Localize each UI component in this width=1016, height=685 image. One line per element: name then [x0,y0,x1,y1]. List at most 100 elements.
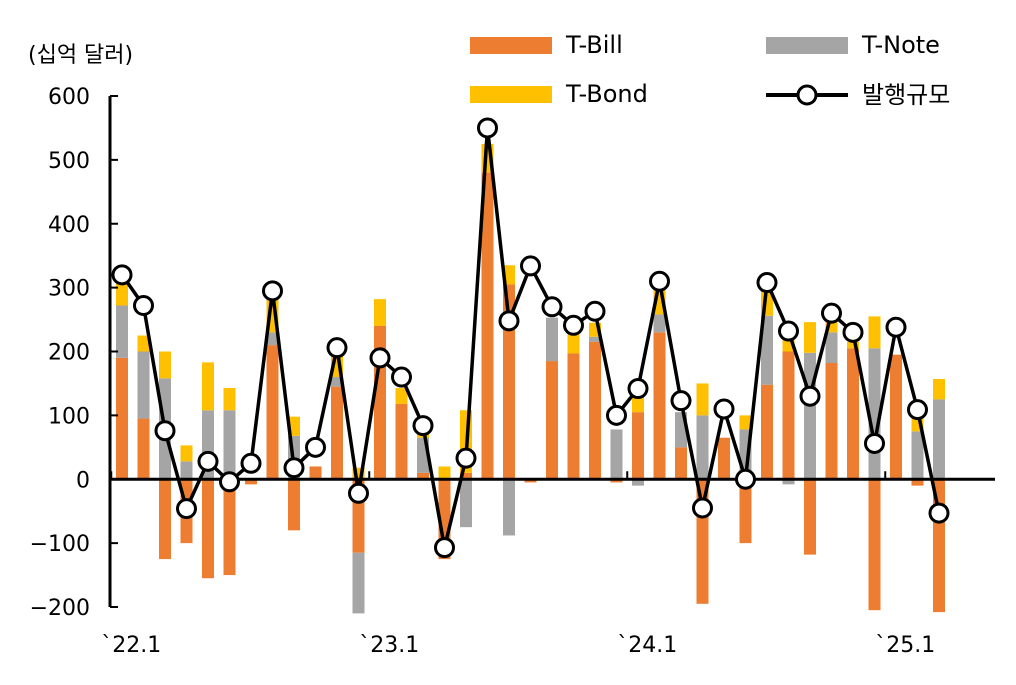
issuance-point [391,366,412,388]
bar-t-bill [223,479,236,576]
issuance-point [283,457,305,479]
bar-t-note [761,315,773,385]
bar-t-note [546,317,558,362]
bar-t-bond [202,362,214,411]
issuance-point [434,537,455,559]
bar-t-bond [180,445,193,462]
y-tick-label: 100 [48,404,90,429]
bar-t-bill [718,437,730,480]
issuance-point [606,404,627,426]
bar-t-bill [481,172,494,480]
issuance-point [498,310,520,332]
legend-swatch-t-bond [470,86,552,103]
bar-t-bill [890,354,902,480]
bar-t-bill [503,284,515,480]
bar-t-bill [395,403,408,480]
legend-label-t-bond: T-Bond [565,80,648,108]
legend-swatch-t-bill [470,37,552,54]
y-tick-label: 0 [76,468,90,493]
bar-t-bill [632,412,644,480]
issuance-point [111,264,133,286]
axes [108,95,995,608]
x-tick-label: `25.1 [875,633,935,658]
issuance-point [262,280,283,302]
issuance-point [584,300,606,322]
issuance-point [713,398,735,420]
issuance-point [412,415,434,437]
issuance-point [348,482,369,504]
legend-swatch-t-note [766,37,848,54]
x-axis-ticks: `22.1 `23.1 `24.1 `25.1 [101,633,935,658]
issuance-point [197,450,219,472]
bar-t-note [460,479,472,528]
bar-t-bond [374,299,386,326]
bar-t-bill [868,479,881,611]
issuance-point [541,296,563,318]
x-tick-label: `23.1 [359,633,419,658]
bar-t-note [137,351,150,419]
y-tick-label: 300 [48,277,90,302]
legend-label-t-bill: T-Bill [565,31,623,59]
x-tick-label: `22.1 [101,633,161,658]
issuance-point [756,272,778,294]
bar-t-bill [266,345,279,480]
bar-t-note [116,305,128,358]
bar-t-bill [309,466,322,480]
y-tick-label: 400 [48,213,90,238]
bar-t-note [223,410,236,480]
issuance-line-path [120,126,941,550]
bar-t-bond [159,351,171,379]
bar-t-bill [417,472,429,480]
bar-t-bond [739,415,752,430]
bar-t-note [933,399,945,480]
bar-t-bill [116,357,128,480]
bar-t-bill [159,479,171,560]
x-tick-label: `24.1 [617,633,677,658]
bar-t-bill [653,332,666,480]
bar-t-bill [460,472,472,480]
issuance-point [133,295,154,317]
bar-t-bill [610,479,623,483]
bar-t-bond [933,378,945,400]
bar-t-note [589,336,601,342]
bar-t-bill [847,348,859,480]
bar-t-bill [567,353,580,480]
legend: T-Bill T-Note T-Bond 발행규모 [470,31,950,109]
issuance-point [240,452,262,474]
bar-t-bill [137,418,150,480]
bar-t-bond [223,387,236,411]
bar-t-note [180,461,193,480]
bar-t-note [266,332,279,346]
bar-t-bill [825,362,838,480]
bar-t-note [782,479,795,485]
y-tick-label: 200 [48,341,90,366]
y-tick-label: −200 [30,596,90,621]
legend-marker-issuance [796,84,818,106]
bar-t-bond [868,316,881,349]
bar-t-note [804,352,816,480]
bar-t-bill [739,479,752,544]
issuance-point [563,314,584,336]
issuance-point [885,316,907,338]
bar-t-bond [352,467,365,480]
bar-t-bill [331,386,343,480]
issuance-point [219,471,240,493]
bar-t-bond [438,466,451,480]
issuance-point [928,502,950,524]
bar-t-bond [137,335,150,352]
y-tick-label: 500 [48,149,90,174]
bar-t-bill [202,479,214,579]
issuance-point [627,378,649,400]
issuance-point [821,302,842,324]
issuance-point [326,337,348,359]
issuance-point [305,436,326,458]
issuance-point [455,447,477,469]
issuance-point [778,320,799,342]
bar-t-note [632,479,644,486]
issuance-point [649,270,670,292]
issuance-point [369,347,391,369]
bar-t-note [653,314,666,333]
issuance-point [477,117,498,139]
bar-t-bill [911,479,924,486]
